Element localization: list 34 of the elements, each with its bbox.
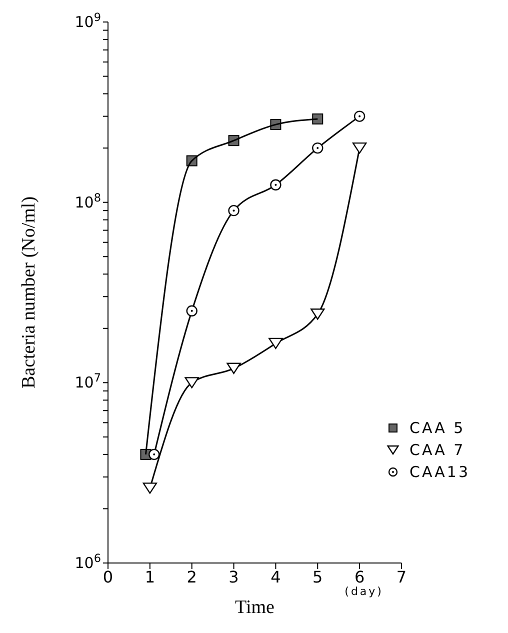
x-tick-label: 7 xyxy=(396,567,407,586)
x-tick-label: 1 xyxy=(144,567,156,586)
x-tick-label: 5 xyxy=(312,567,323,586)
point xyxy=(148,448,160,460)
x-tick-label: 0 xyxy=(102,567,114,586)
point xyxy=(186,155,198,166)
point xyxy=(352,142,367,154)
text: (day) xyxy=(344,585,384,598)
legend-label: CAA 7 xyxy=(409,441,466,459)
point xyxy=(228,204,240,216)
point xyxy=(310,308,325,320)
y-tick-label: 10$^{8}$ xyxy=(74,190,101,212)
point xyxy=(270,179,282,190)
point xyxy=(184,377,199,388)
point xyxy=(228,135,240,146)
x-axis-title: Time xyxy=(235,597,274,618)
point xyxy=(270,119,282,130)
point xyxy=(226,362,241,374)
point xyxy=(354,110,366,122)
x-tick-label: 6 xyxy=(354,567,365,586)
y-tick-label: 10$^{9}$ xyxy=(74,10,101,31)
y-tick-label: 10$^{6}$ xyxy=(74,552,101,572)
x-tick-label: 3 xyxy=(228,567,239,586)
point xyxy=(142,482,158,494)
legend-label: CAA13 xyxy=(409,463,470,481)
point xyxy=(312,142,324,154)
y-axis-title: Bacteria number (No/ml) xyxy=(18,196,40,389)
x-tick-label: 4 xyxy=(270,567,281,586)
point xyxy=(268,338,283,350)
x-tick-label: 2 xyxy=(186,567,197,586)
y-tick-label: 10$^{7}$ xyxy=(74,371,101,392)
point xyxy=(312,113,324,124)
legend-label: CAA 5 xyxy=(409,419,466,437)
point xyxy=(186,305,198,317)
